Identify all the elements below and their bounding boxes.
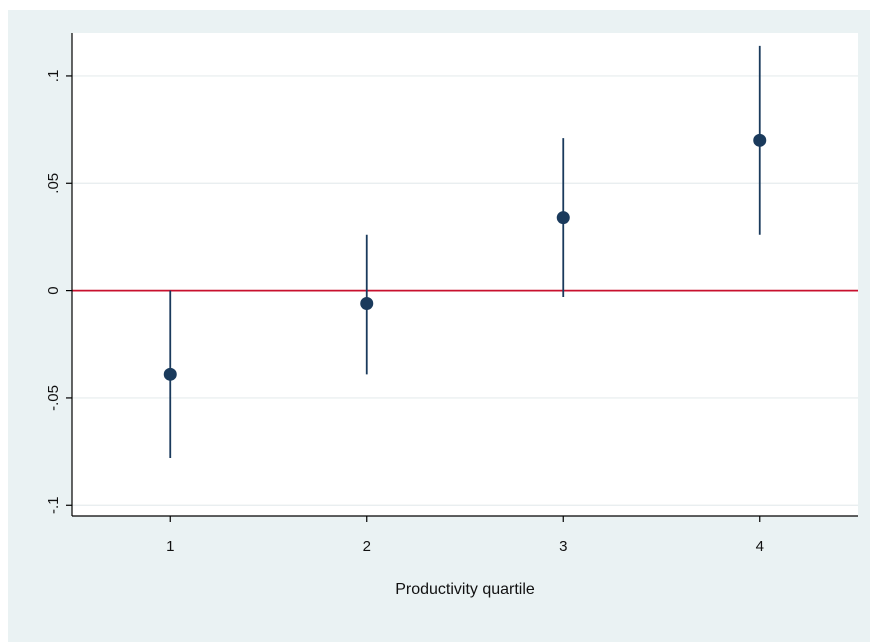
- y-tick-label: .1: [45, 70, 62, 83]
- x-tick-label: 2: [363, 538, 371, 555]
- x-axis-title: Productivity quartile: [395, 581, 535, 598]
- y-tick-label: .05: [45, 173, 62, 194]
- y-ticks: -.1 -.05 0 .05 .1: [45, 70, 72, 514]
- data-point: [163, 367, 177, 381]
- x-ticks: 1 2 3 4: [166, 516, 764, 555]
- x-tick-label: 4: [756, 538, 764, 555]
- data-point: [360, 296, 374, 310]
- y-tick-label: -.1: [45, 497, 62, 515]
- x-tick-label: 1: [166, 538, 174, 555]
- y-tick-label: -.05: [45, 385, 62, 411]
- plot-area: [72, 33, 858, 516]
- data-point: [556, 211, 570, 225]
- x-tick-label: 3: [559, 538, 567, 555]
- data-point: [753, 133, 767, 147]
- y-tick-label: 0: [45, 286, 62, 294]
- data-points: [163, 133, 767, 381]
